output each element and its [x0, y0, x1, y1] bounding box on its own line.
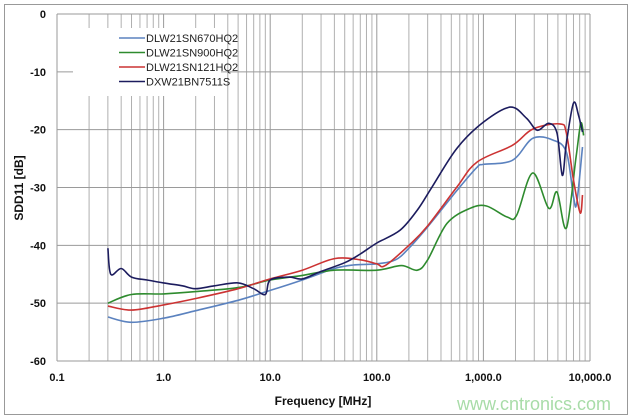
legend-label: DXW21BN7511S — [146, 77, 230, 89]
x-tick-label: 100.0 — [363, 372, 391, 384]
legend-label: DLW21SN121HQ2 — [146, 62, 238, 74]
legend-box — [73, 28, 221, 96]
series-lines — [107, 101, 585, 324]
x-tick-label: 1.0 — [156, 372, 171, 384]
x-axis-title: Frequency [MHz] — [275, 394, 372, 408]
y-tick-label: 0 — [40, 9, 46, 21]
y-tick-label: -40 — [30, 240, 46, 252]
y-tick-label: -60 — [30, 356, 46, 368]
series-line-dxw21bn7511s — [107, 101, 584, 296]
series-line-dlw21sn121hq2 — [107, 122, 584, 311]
y-tick-label: -10 — [30, 67, 46, 79]
y-tick-label: -50 — [30, 298, 46, 310]
watermark: www.cntronics.com — [456, 394, 611, 414]
y-axis-title: SDD11 [dB] — [12, 155, 26, 220]
x-tick-label: 0.1 — [49, 372, 64, 384]
x-tick-label: 10,000.0 — [569, 372, 612, 384]
x-tick-label: 1,000.0 — [465, 372, 502, 384]
series-line-dlw21sn900hq2 — [107, 121, 585, 304]
y-tick-label: -30 — [30, 183, 46, 195]
legend-label: DLW21SN900HQ2 — [146, 48, 238, 60]
tick-labels: 0 -10 -20 -30 -40 -50 -600.1 1.0 10.0 100.0 1,000.… — [30, 9, 611, 384]
y-tick-label: -20 — [30, 125, 46, 137]
legend: DLW21SN670HQ2 DLW21SN900HQ2 DLW21SN121HQ2 D… — [73, 28, 238, 96]
legend-label: DLW21SN670HQ2 — [146, 33, 238, 45]
x-tick-label: 10.0 — [259, 372, 280, 384]
